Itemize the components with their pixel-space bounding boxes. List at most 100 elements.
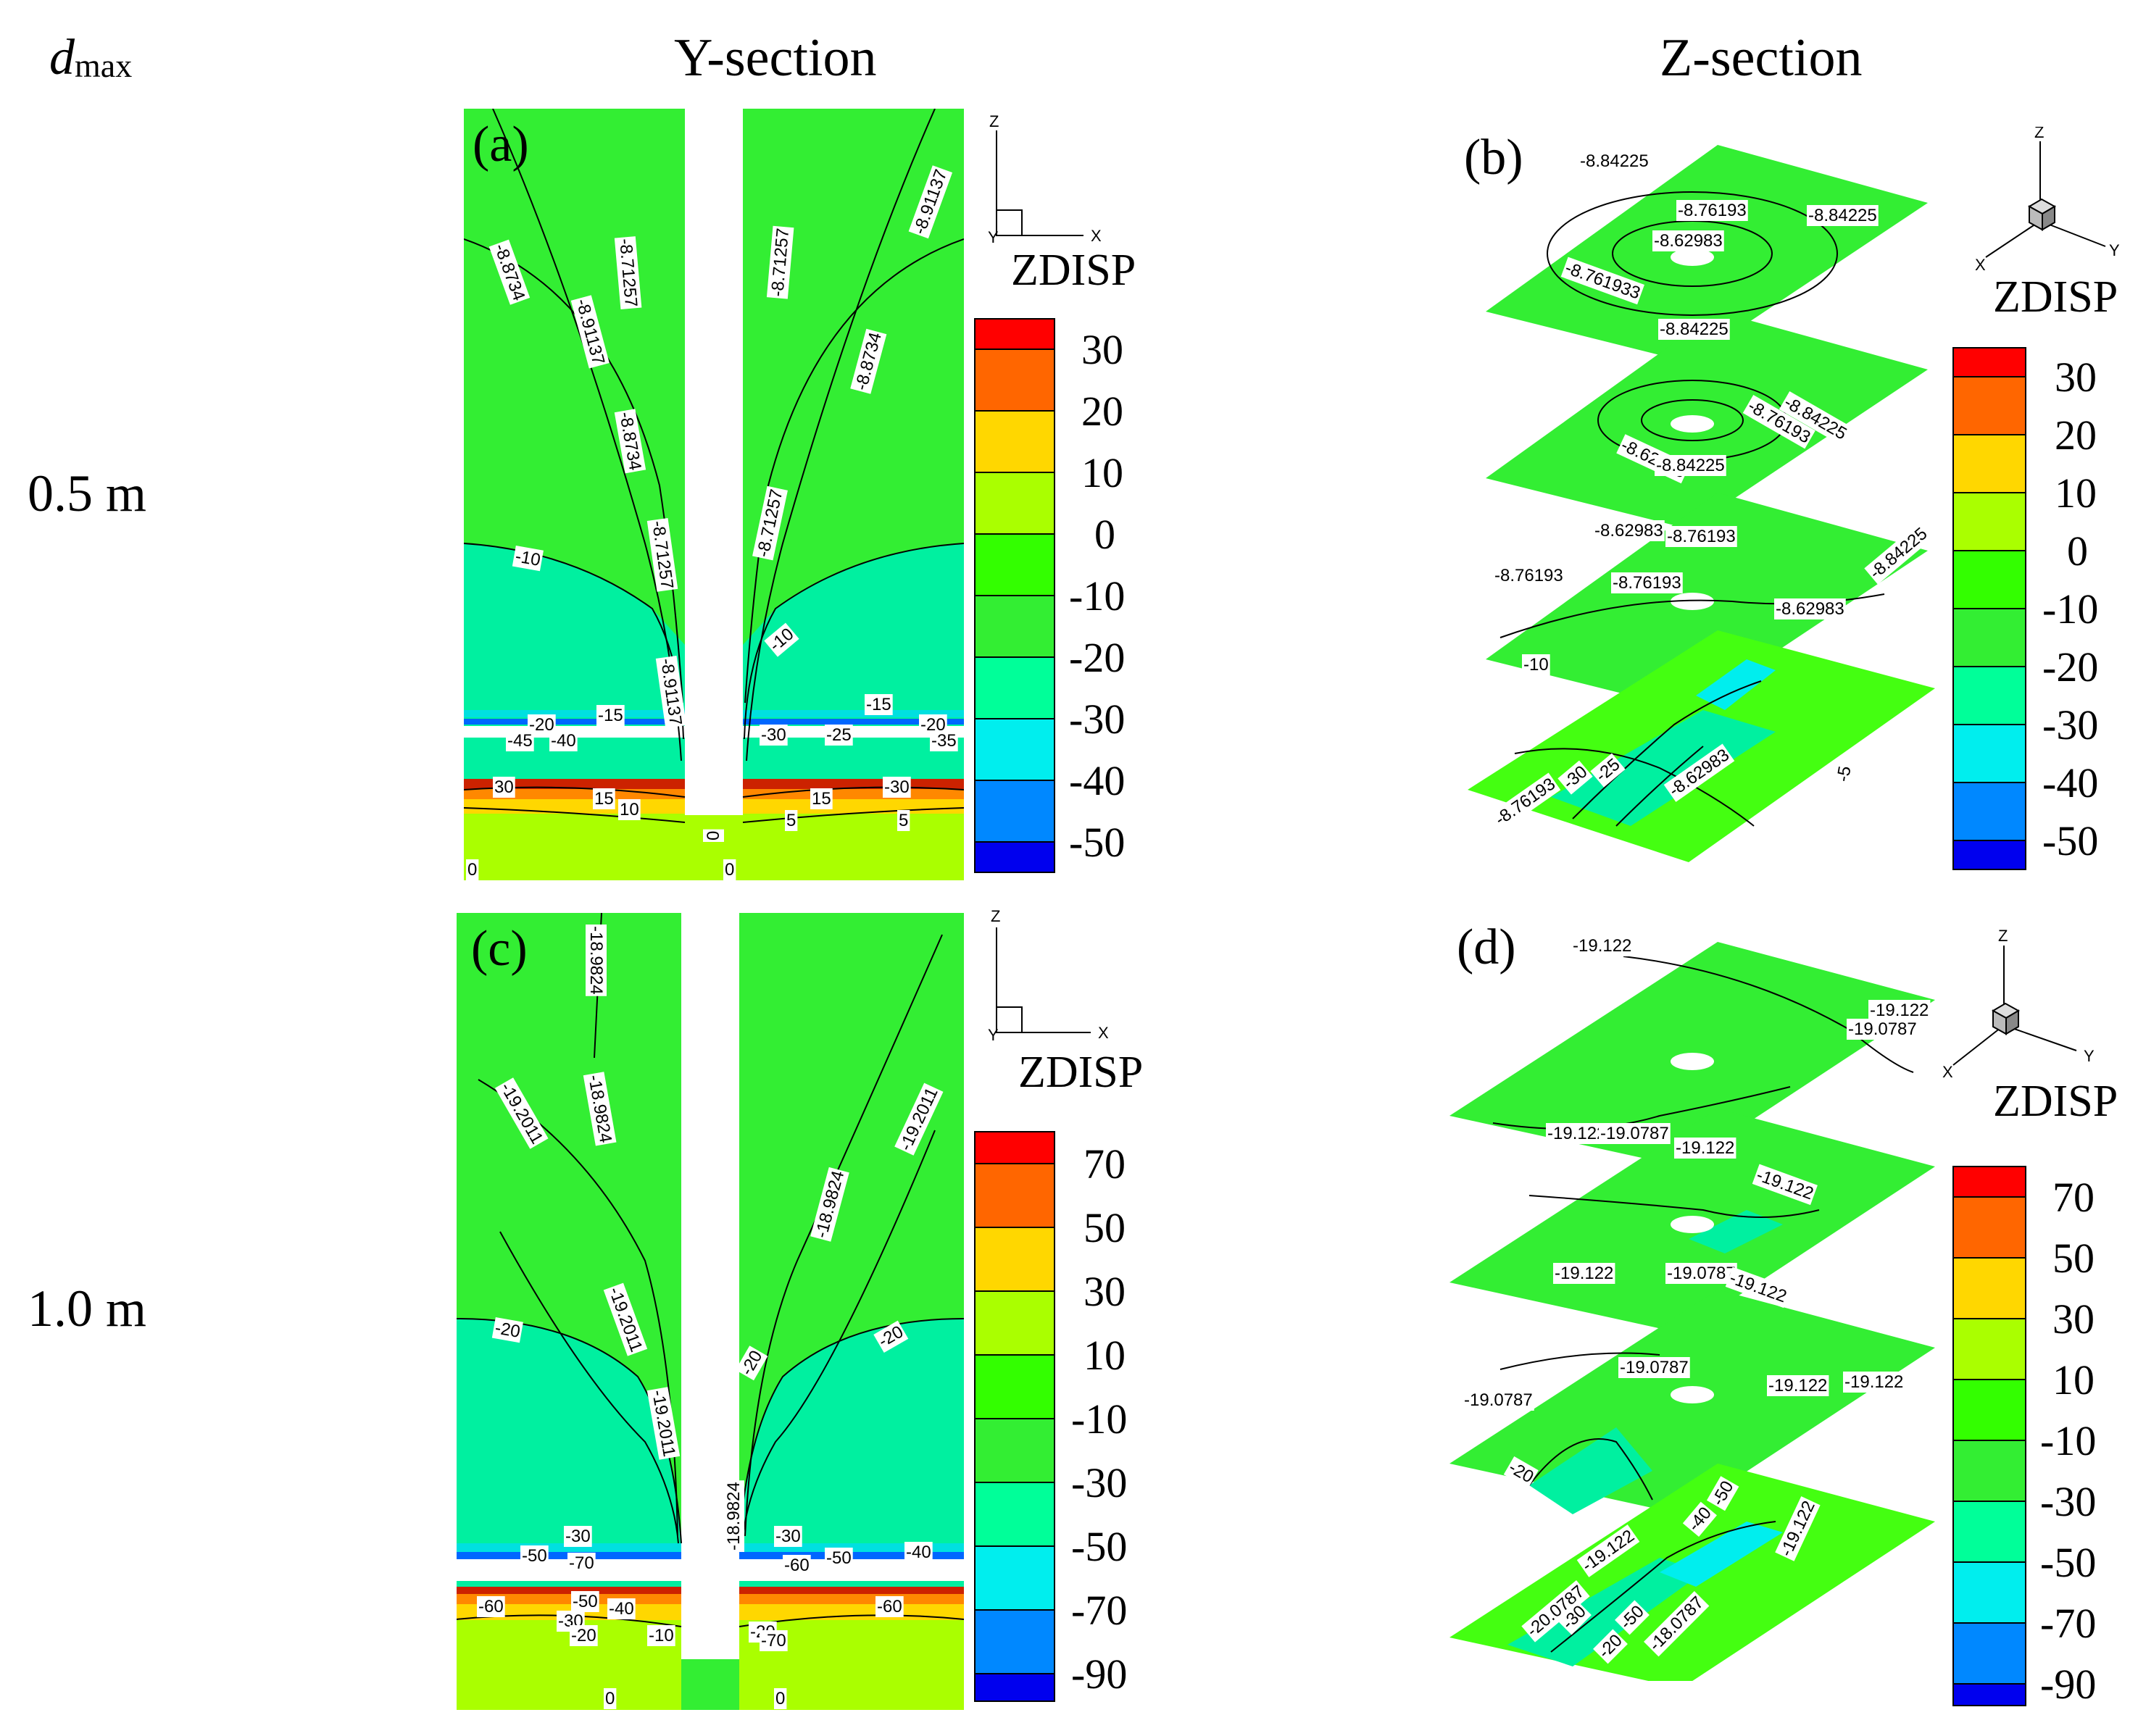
panel-d-contour-label: -19.122 xyxy=(1676,1138,1734,1158)
legend-tick: -30 xyxy=(2040,1478,2096,1525)
panel-c-contour-label: -60 xyxy=(478,1597,504,1616)
panel-a-contour-label: -10 xyxy=(514,546,542,570)
legend-title: ZDISP xyxy=(1993,1080,2118,1126)
row-label-0-5m: 0.5 m xyxy=(28,464,147,522)
y-section-header: Y-section xyxy=(674,28,877,88)
panel-b-contour-label: -10 xyxy=(1523,655,1549,675)
panel-a-contour-label: -25 xyxy=(826,725,852,745)
panel-d-contour-label: -19.122 xyxy=(1573,936,1631,956)
panel-c-contour-label: -18.9824 xyxy=(586,926,606,995)
legend-tick: 10 xyxy=(2052,1356,2095,1403)
panel-a-contour-label: 10 xyxy=(620,800,639,819)
legend-tick: -10 xyxy=(1069,572,1125,619)
panel-c-contour-label: -40 xyxy=(906,1543,931,1562)
axis-label-x: X xyxy=(1942,1063,1953,1081)
legend-tick: -50 xyxy=(1071,1523,1127,1570)
legend-tick: 20 xyxy=(1081,388,1123,435)
legend-tick: -10 xyxy=(1071,1395,1127,1443)
legend-tick: 30 xyxy=(2055,354,2097,401)
legend-tick: 70 xyxy=(1083,1140,1126,1188)
legend-tick: 30 xyxy=(1083,1268,1126,1315)
axis-label-z: Z xyxy=(1998,927,2008,945)
panel-c-contour-label: -60 xyxy=(877,1597,902,1616)
panel-b-z-section: -8.84225 -8.76193 -8.84225 -8.62983 -8.7… xyxy=(1464,130,1935,862)
panel-b-contour-label: -5 xyxy=(1833,764,1855,783)
panel-b-contour-label: -8.84225 xyxy=(1808,206,1877,225)
axis-label-z: Z xyxy=(991,907,1000,925)
panel-c-contour-label: -18.9824 xyxy=(724,1482,744,1551)
legend-zdisp-top-left: ZDISP 30 20 10 0 -10 -20 -30 -40 -50 xyxy=(974,250,1136,873)
legend-title: ZDISP xyxy=(1018,1051,1143,1097)
axis-triad-2d-top: Z X Y xyxy=(988,112,1102,246)
panel-c-contour-label: -10 xyxy=(649,1626,674,1645)
legend-title: ZDISP xyxy=(1993,275,2118,322)
legend-tick: -90 xyxy=(2040,1661,2096,1708)
panel-d-contour-label: -19.122 xyxy=(1844,1372,1903,1392)
legend-tick: 70 xyxy=(2052,1174,2095,1221)
dmax-header: dmax xyxy=(49,30,133,85)
panel-c-contour-label: 0 xyxy=(775,1689,785,1708)
panel-c-contour-label: -20 xyxy=(494,1318,522,1342)
panel-d-contour-label: -19.0787 xyxy=(1848,1019,1917,1039)
panel-d-contour-label: -19.0787 xyxy=(1620,1358,1689,1377)
panel-a-label: (a) xyxy=(473,117,529,172)
panel-a-contour-label: -15 xyxy=(866,695,891,714)
legend-tick: 10 xyxy=(1081,449,1123,496)
axis-label-z: Z xyxy=(989,112,999,130)
legend-tick: -40 xyxy=(2042,759,2098,806)
legend-zdisp-top-right: ZDISP 30 20 10 0 -10 -20 -30 -40 -50 xyxy=(1952,275,2118,870)
panel-d-label: (d) xyxy=(1457,920,1516,975)
panel-c-contour-label: -70 xyxy=(761,1631,786,1651)
panel-c-contour-label: -20 xyxy=(571,1626,596,1645)
panel-a-contour-label: 5 xyxy=(899,811,908,830)
legend-tick: 0 xyxy=(2067,527,2088,575)
axis-label-x: X xyxy=(1091,227,1102,245)
legend-tick: 10 xyxy=(2055,470,2097,517)
panel-b-contour-label: -8.76193 xyxy=(1667,527,1736,546)
panel-c-contour-label: -70 xyxy=(569,1553,594,1573)
panel-c-left-field xyxy=(457,913,681,1710)
legend-tick: -70 xyxy=(2040,1600,2096,1647)
panel-d-contour-label: -19.122 xyxy=(1547,1124,1606,1143)
panel-d-contour-label: -19.122 xyxy=(1768,1376,1827,1395)
axis-triad-3d-top: Z Y X xyxy=(1975,127,2120,274)
panel-c-contour-label: -50 xyxy=(573,1592,598,1611)
panel-a-contour-label: 0 xyxy=(467,860,477,880)
legend-tick: -10 xyxy=(2040,1417,2096,1464)
legend-tick: -50 xyxy=(2042,817,2098,864)
panel-a-contour-label: -15 xyxy=(598,706,623,725)
axis-label-y: Y xyxy=(988,1026,999,1044)
panel-a-contour-label: -45 xyxy=(507,731,533,751)
panel-b-contour-label: -8.76193 xyxy=(1494,566,1563,585)
panel-b-label: (b) xyxy=(1464,130,1523,185)
panel-d-contour-label: -19.0787 xyxy=(1600,1124,1669,1143)
axis-triad-3d-bottom: Z Y X xyxy=(1942,927,2095,1081)
legend-tick: 0 xyxy=(1094,511,1115,558)
panel-c-contour-label: -50 xyxy=(826,1548,852,1568)
z-section-header: Z-section xyxy=(1660,28,1863,88)
panel-a-contour-label: -35 xyxy=(931,731,957,751)
legend-tick: 50 xyxy=(2052,1235,2095,1282)
axis-label-z: Z xyxy=(2034,127,2044,141)
panel-b-contour-label: -8.84225 xyxy=(1656,456,1725,475)
panel-d-contour-label: -19.122 xyxy=(1555,1264,1613,1283)
panel-c-label: (c) xyxy=(471,921,528,977)
panel-b-contour-label: -8.62983 xyxy=(1776,599,1844,619)
panel-d-z-section: -19.122 -19.122 -19.0787 -19.122 -19.078… xyxy=(1449,920,1935,1681)
panel-a-contour-label: -30 xyxy=(761,725,786,745)
panel-c-contour-label: -60 xyxy=(784,1556,810,1575)
legend-tick: -10 xyxy=(2042,585,2098,633)
panel-a-contour-label: 5 xyxy=(786,811,796,830)
legend-tick: -50 xyxy=(1069,819,1125,866)
axis-label-y: Y xyxy=(2084,1047,2095,1065)
panel-b-contour-label: -8.62983 xyxy=(1654,231,1723,251)
legend-tick: -40 xyxy=(1069,757,1125,804)
axis-triad-2d-bottom: Z X Y xyxy=(988,907,1109,1044)
panel-a-contour-label: 0 xyxy=(725,860,734,880)
legend-zdisp-bottom-left: ZDISP 70 50 30 10 -10 -30 -50 -70 -90 xyxy=(974,1051,1143,1702)
axis-label-y: Y xyxy=(988,228,999,246)
legend-tick: -30 xyxy=(1069,696,1125,743)
panel-a-contour-label: 30 xyxy=(494,777,514,797)
legend-tick: -30 xyxy=(1071,1459,1127,1506)
legend-tick: 30 xyxy=(1081,326,1123,373)
